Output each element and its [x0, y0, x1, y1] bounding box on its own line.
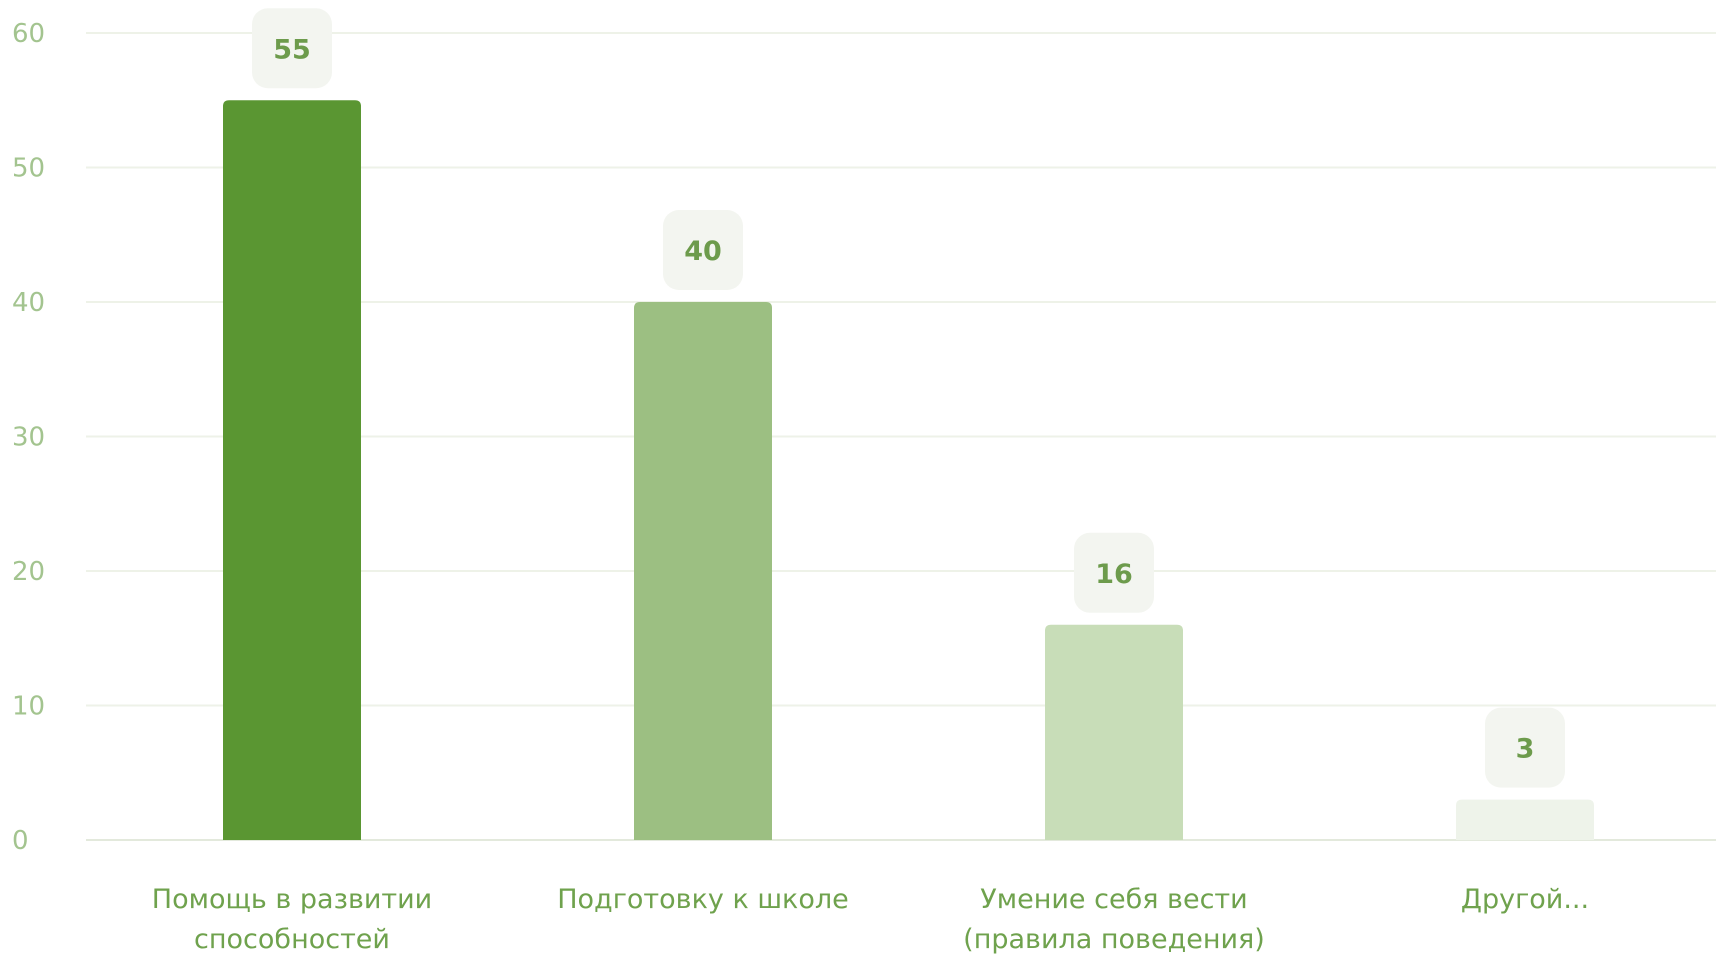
bar [1456, 799, 1594, 840]
y-tick-label: 50 [12, 154, 45, 184]
bar [223, 100, 361, 840]
category-label: Другой... [1461, 884, 1589, 915]
y-tick-label: 30 [12, 423, 45, 453]
value-label: 3 [1516, 734, 1535, 765]
value-label: 55 [273, 34, 311, 65]
value-label: 16 [1095, 559, 1133, 590]
bars [223, 100, 1594, 840]
y-tick-label: 20 [12, 557, 45, 587]
bar [1045, 624, 1183, 840]
category-label: Умение себя вести [980, 884, 1247, 915]
y-tick-label: 10 [12, 692, 45, 722]
category-label: способностей [194, 924, 390, 955]
y-tick-label: 0 [12, 826, 29, 856]
bar [634, 302, 772, 840]
value-labels: 55 40 16 3 [252, 8, 1565, 788]
value-label-box [1074, 532, 1154, 613]
category-label: Помощь в развитии [152, 884, 432, 915]
value-label-box [1485, 707, 1565, 788]
value-label-box [252, 8, 332, 89]
y-tick-label: 40 [12, 288, 45, 318]
y-tick-label: 60 [12, 19, 45, 49]
y-axis-ticks: 0 10 20 30 40 50 60 [12, 19, 45, 856]
category-label: (правила поведения) [963, 924, 1265, 955]
x-axis-categories: Помощь в развитии способностей Подготовку … [152, 884, 1589, 955]
value-label: 40 [684, 236, 722, 267]
value-label-box [663, 210, 743, 290]
category-label: Подготовку к школе [557, 884, 849, 915]
